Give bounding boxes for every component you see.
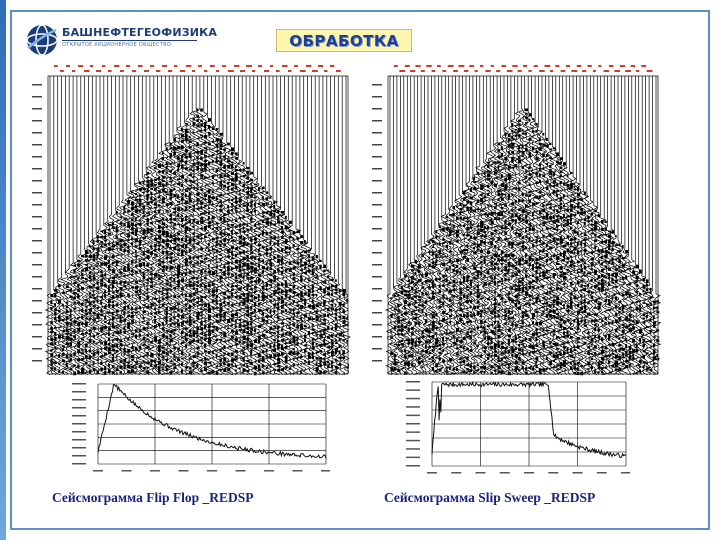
- spectrum-panel-left: [64, 378, 330, 482]
- logo-underline: [62, 40, 197, 41]
- seismogram-panel-left: [24, 60, 354, 380]
- seismogram-frame: [387, 75, 659, 375]
- seismogram-wiggle-fill: [50, 108, 349, 376]
- spectrum-background: [64, 378, 330, 482]
- spectrum-right: [398, 376, 630, 484]
- seismogram-frame: [47, 75, 349, 375]
- seismogram-left: [32, 65, 352, 376]
- seismogram-header-marks: [394, 65, 653, 72]
- spectrum-background: [398, 376, 630, 484]
- spectrum-curve: [431, 380, 627, 459]
- company-name: БАШНЕФТЕГЕОФИЗИКА: [62, 26, 218, 39]
- seismogram-panel-right: [364, 60, 664, 380]
- seismogram-right: [372, 65, 662, 376]
- spectrum-curve: [97, 383, 327, 459]
- company-logo: БАШНЕФТЕГЕОФИЗИКА ОТКРЫТОЕ АКЦИОНЕРНОЕ О…: [22, 20, 217, 60]
- spectrum-tick-marks: [72, 383, 330, 472]
- seismogram-time-ticks: [372, 84, 382, 362]
- company-subtitle: ОТКРЫТОЕ АКЦИОНЕРНОЕ ОБЩЕСТВО: [62, 42, 172, 48]
- seismogram-header-marks: [54, 65, 341, 72]
- spectrum-panel-right: [398, 376, 630, 484]
- spectrum-grid: [431, 381, 627, 467]
- seismogram-time-ticks: [32, 84, 42, 362]
- seismogram-wiggle-fill: [390, 108, 660, 376]
- slide-title-box: ОБРАБОТКА: [276, 29, 412, 52]
- spectrum-left: [64, 378, 330, 482]
- slide-title: ОБРАБОТКА: [289, 31, 399, 50]
- caption-left: Сейсмограмма Flip Flop _REDSP: [52, 490, 254, 505]
- left-accent-stripe: [0, 0, 6, 540]
- globe-icon: [26, 24, 58, 56]
- seismogram-traces: [44, 76, 352, 376]
- caption-right: Сейсмограмма Slip Sweep _REDSP: [384, 490, 596, 505]
- spectrum-tick-marks: [406, 381, 630, 474]
